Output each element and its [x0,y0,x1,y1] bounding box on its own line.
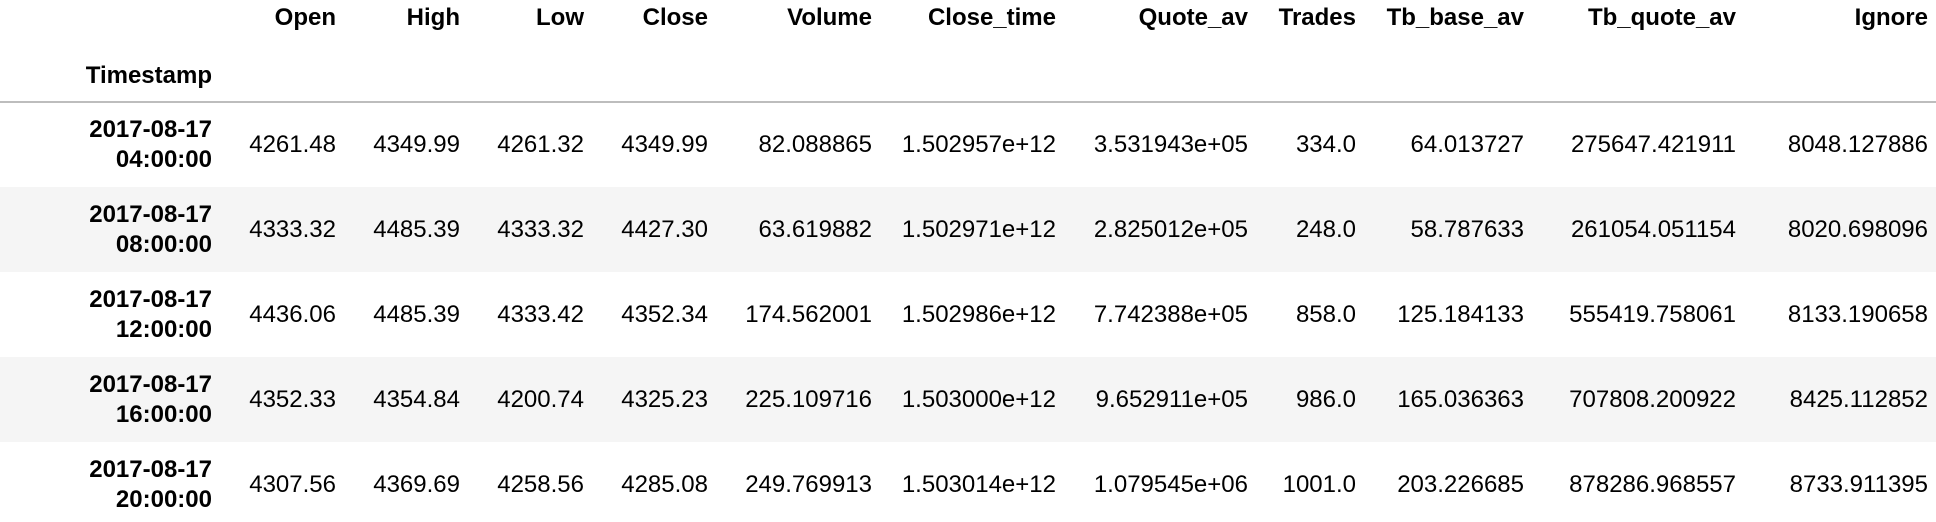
row-index-timestamp: 2017-08-17 04:00:00 [0,102,222,187]
cell-low: 4200.74 [497,385,584,413]
cell-open: 4352.33 [249,385,336,413]
cell-tb-quote-av: 275647.421911 [1570,131,1736,158]
cell-low: 4261.32 [497,131,584,158]
cell-tb-quote-av: 707808.200922 [1569,385,1736,413]
column-header-tb-quote-av: Tb_quote_av [1587,4,1736,31]
cell-high: 4349.99 [373,131,460,158]
cell-volume: 82.088865 [758,131,872,158]
timestamp-time: 04:00:00 [115,146,212,173]
cell-ignore: 8133.190658 [1787,300,1928,328]
cell-quote-av: 3.531943e+05 [1093,131,1248,158]
cell-open: 4436.06 [249,300,336,328]
timestamp-date: 2017-08-17 [89,370,212,398]
row-index-timestamp: 2017-08-17 08:00:00 [0,187,222,272]
cell-trades: 248.0 [1295,215,1356,243]
cell-trades: 986.0 [1295,385,1356,413]
column-header-quote-av: Quote_av [1138,4,1248,31]
cell-low: 4333.42 [497,300,584,328]
cell-quote-av: 1.079545e+06 [1093,470,1248,498]
cell-close-time: 1.503000e+12 [901,385,1056,413]
row-index-timestamp: 2017-08-17 16:00:00 [0,357,222,442]
cell-tb-base-av: 125.184133 [1397,300,1524,328]
table-row: 2017-08-17 04:00:00 4261.48 4349.99 4261… [0,102,1936,187]
cell-close-time: 1.502986e+12 [901,300,1056,328]
cell-volume: 174.562001 [745,300,872,328]
cell-quote-av: 2.825012e+05 [1093,215,1248,243]
cell-close-time: 1.502971e+12 [901,215,1056,243]
cell-close: 4352.34 [621,300,708,328]
column-header-close: Close [642,4,708,31]
table-row: 2017-08-17 12:00:00 4436.06 4485.39 4333… [0,272,1936,357]
cell-ignore: 8020.698096 [1787,215,1928,243]
index-name-header: Timestamp [85,61,212,89]
cell-tb-quote-av: 261054.051154 [1570,215,1736,243]
column-header-ignore: Ignore [1854,4,1928,31]
cell-high: 4485.39 [373,215,460,243]
cell-tb-base-av: 203.226685 [1397,470,1524,498]
column-header-tb-base-av: Tb_base_av [1386,4,1524,31]
column-header-high: High [406,4,460,31]
cell-ignore: 8733.911395 [1789,470,1928,498]
cell-tb-quote-av: 878286.968557 [1569,470,1736,498]
column-header-trades: Trades [1278,4,1356,31]
timestamp-date: 2017-08-17 [89,285,212,313]
cell-tb-quote-av: 555419.758061 [1569,300,1736,328]
timestamp-date: 2017-08-17 [89,200,212,228]
cell-ignore: 8048.127886 [1787,131,1928,158]
cell-quote-av: 7.742388e+05 [1093,300,1248,328]
column-header-row: Open High Low Close Volume Close_time Qu… [0,0,1936,50]
cell-ignore: 8425.112852 [1789,385,1928,413]
cell-close: 4349.99 [621,131,708,158]
cell-high: 4354.84 [373,385,460,413]
cell-open: 4307.56 [249,470,336,498]
cell-trades: 334.0 [1295,131,1356,158]
cell-high: 4369.69 [373,470,460,498]
cell-volume: 63.619882 [758,215,872,243]
column-header-volume: Volume [787,4,872,31]
row-index-timestamp: 2017-08-17 12:00:00 [0,272,222,357]
timestamp-time: 12:00:00 [115,315,212,343]
corner-cell [0,0,222,50]
cell-close: 4325.23 [621,385,708,413]
row-index-timestamp: 2017-08-17 20:00:00 [0,442,222,522]
cell-tb-base-av: 165.036363 [1397,385,1524,413]
timestamp-date: 2017-08-17 [89,116,212,143]
cell-open: 4333.32 [249,215,336,243]
cell-low: 4333.32 [497,215,584,243]
cell-low: 4258.56 [497,470,584,498]
cell-volume: 249.769913 [745,470,872,498]
index-header-row: Timestamp [0,50,1936,102]
cell-trades: 858.0 [1295,300,1356,328]
timestamp-date: 2017-08-17 [89,455,212,483]
table-row: 2017-08-17 08:00:00 4333.32 4485.39 4333… [0,187,1936,272]
column-header-open: Open [274,4,336,31]
cell-tb-base-av: 58.787633 [1410,215,1524,243]
timestamp-time: 08:00:00 [115,230,212,258]
cell-open: 4261.48 [249,131,336,158]
column-header-low: Low [536,4,584,31]
timestamp-time: 16:00:00 [115,400,212,428]
cell-trades: 1001.0 [1282,470,1356,498]
column-header-close-time: Close_time [927,4,1056,31]
table-row: 2017-08-17 20:00:00 4307.56 4369.69 4258… [0,442,1936,522]
cell-close-time: 1.502957e+12 [901,131,1056,158]
cell-tb-base-av: 64.013727 [1410,131,1524,158]
table-row: 2017-08-17 16:00:00 4352.33 4354.84 4200… [0,357,1936,442]
timestamp-time: 20:00:00 [115,485,212,513]
cell-close-time: 1.503014e+12 [901,470,1056,498]
cell-quote-av: 9.652911e+05 [1095,385,1248,413]
cell-close: 4427.30 [621,215,708,243]
cell-volume: 225.109716 [745,385,872,413]
cell-high: 4485.39 [373,300,460,328]
cell-close: 4285.08 [621,470,708,498]
